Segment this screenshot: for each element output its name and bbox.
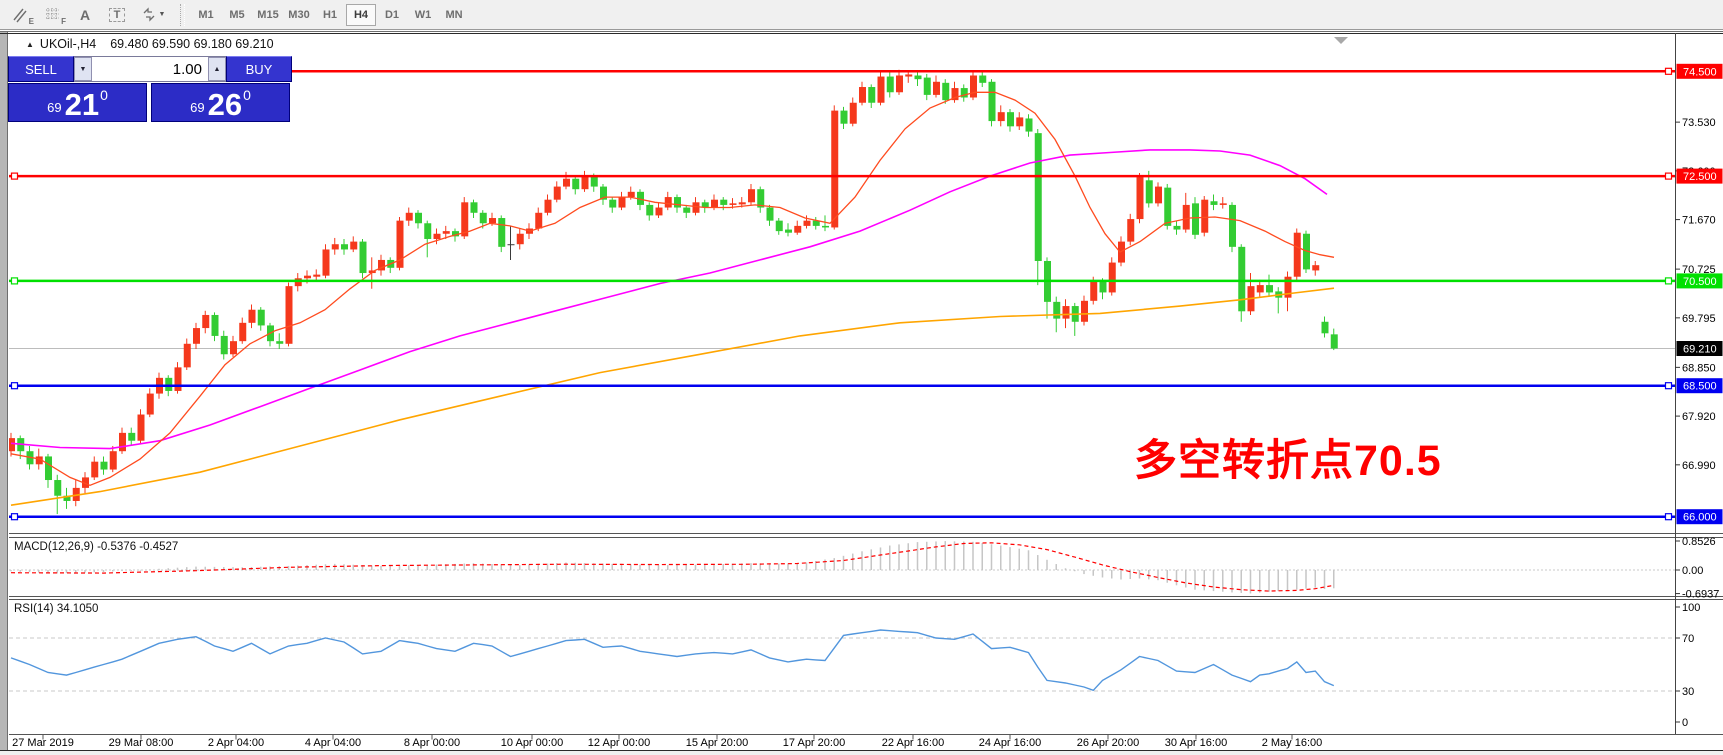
svg-text:2 May 16:00: 2 May 16:00 xyxy=(1262,737,1323,749)
svg-text:27 Mar 2019: 27 Mar 2019 xyxy=(12,737,74,749)
fibo-grid-icon[interactable]: F xyxy=(38,3,68,27)
buy-price-point: 0 xyxy=(243,87,251,103)
icon-sub-label: F xyxy=(61,16,66,26)
arrows-tool-icon[interactable]: ▼ xyxy=(134,3,172,27)
volume-control: ▼ 1.00 ▲ xyxy=(74,56,226,82)
candlestick-series xyxy=(9,69,1338,515)
macd-indicator-label: MACD(12,26,9) -0.5376 -0.4527 xyxy=(14,541,179,553)
timeframe-button-d1[interactable]: D1 xyxy=(384,8,400,21)
timeframe-button-w1[interactable]: W1 xyxy=(414,8,432,21)
price-chip-66000: 66.000 xyxy=(1676,509,1723,525)
icon-sub-label: E xyxy=(28,16,34,26)
svg-text:68.850: 68.850 xyxy=(1682,362,1716,374)
timeframe-button-m5[interactable]: M5 xyxy=(229,8,245,21)
toolbar-separator xyxy=(180,3,185,26)
text-label-tool-icon[interactable]: T xyxy=(102,3,132,27)
level-line-70500[interactable] xyxy=(9,277,1675,285)
chart-title: ▲ UKOil-,H4 69.480 69.590 69.180 69.210 xyxy=(26,37,274,51)
svg-text:100: 100 xyxy=(1682,602,1700,614)
svg-text:74.500: 74.500 xyxy=(1683,66,1717,78)
text-tool-icon[interactable]: A xyxy=(70,3,100,27)
svg-text:66.990: 66.990 xyxy=(1682,460,1716,472)
rsi-indicator-label: RSI(14) 34.1050 xyxy=(14,603,99,615)
macd-pane xyxy=(9,541,1675,594)
timeframe-button-m1[interactable]: M1 xyxy=(198,8,214,21)
buy-button[interactable]: BUY xyxy=(226,56,292,82)
macd-axis: 0.8526 0.00 -0.6937 xyxy=(1675,536,1719,601)
svg-text:10 Apr 00:00: 10 Apr 00:00 xyxy=(501,737,563,749)
sell-price-pips: 21 xyxy=(64,86,100,122)
buy-price-pips: 26 xyxy=(207,86,243,122)
svg-text:72.500: 72.500 xyxy=(1683,171,1717,183)
volume-decrease-button[interactable]: ▼ xyxy=(74,57,92,81)
svg-text:30 Apr 16:00: 30 Apr 16:00 xyxy=(1165,737,1227,749)
svg-text:2 Apr 04:00: 2 Apr 04:00 xyxy=(208,737,264,749)
price-chip-70500: 70.500 xyxy=(1676,273,1723,289)
volume-input[interactable]: 1.00 xyxy=(172,60,202,78)
timeframe-button-m15[interactable]: M15 xyxy=(257,8,279,21)
symbol-period-label: UKOil-,H4 xyxy=(39,37,97,51)
svg-text:68.500: 68.500 xyxy=(1683,381,1717,393)
level-line-66000[interactable] xyxy=(9,513,1675,521)
chevron-down-icon: ▼ xyxy=(158,11,166,18)
svg-text:69.210: 69.210 xyxy=(1683,344,1717,356)
sell-price-point: 0 xyxy=(100,87,108,103)
chart-text-annotation[interactable]: 多空转折点70.5 xyxy=(1134,437,1442,485)
svg-text:70.500: 70.500 xyxy=(1683,276,1717,288)
current-price-chip: 69.210 xyxy=(1676,341,1723,356)
timeframe-button-mn[interactable]: MN xyxy=(445,8,463,21)
svg-text:71.670: 71.670 xyxy=(1682,215,1716,227)
text-tool-glyph: A xyxy=(79,6,91,23)
svg-text:30: 30 xyxy=(1682,686,1694,698)
svg-text:12 Apr 00:00: 12 Apr 00:00 xyxy=(588,737,650,749)
chart-shift-marker-icon xyxy=(1334,37,1348,44)
rsi-pane xyxy=(9,629,1675,692)
svg-text:29 Mar 08:00: 29 Mar 08:00 xyxy=(109,737,174,749)
svg-text:8 Apr 00:00: 8 Apr 00:00 xyxy=(404,737,460,749)
panel-collapse-arrow-icon[interactable]: ▲ xyxy=(26,39,34,49)
svg-text:-0.6937: -0.6937 xyxy=(1682,589,1719,601)
buy-price-tile[interactable]: 69 26 0 xyxy=(151,83,290,122)
level-line-68500[interactable] xyxy=(9,382,1675,390)
price-chip-74500: 74.500 xyxy=(1676,63,1723,79)
buy-price-integer: 69 xyxy=(190,100,205,115)
svg-text:26 Apr 20:00: 26 Apr 20:00 xyxy=(1077,737,1139,749)
toolbar: E F A T ▼ M1 M5 M15 M30 H1 H4 D1 W1 MN xyxy=(0,0,1723,30)
moving-averages xyxy=(10,91,1335,506)
text-label-glyph: T xyxy=(108,7,126,22)
rsi-axis: 100 70 30 0 xyxy=(1675,602,1700,729)
timeframe-button-h4[interactable]: H4 xyxy=(346,3,376,26)
svg-text:0.8526: 0.8526 xyxy=(1682,536,1716,548)
svg-text:17 Apr 20:00: 17 Apr 20:00 xyxy=(783,737,845,749)
svg-text:67.920: 67.920 xyxy=(1682,411,1716,423)
svg-text:70: 70 xyxy=(1682,633,1694,645)
volume-increase-button[interactable]: ▲ xyxy=(208,57,226,81)
ohlc-readout: 69.480 69.590 69.180 69.210 xyxy=(110,37,274,51)
sell-price-integer: 69 xyxy=(47,100,62,115)
equidistant-channel-icon[interactable]: E xyxy=(6,3,36,27)
svg-text:69.795: 69.795 xyxy=(1682,313,1716,325)
timeframe-buttons: M1 M5 M15 M30 H1 H4 D1 W1 MN xyxy=(191,3,470,26)
sell-button[interactable]: SELL xyxy=(8,56,74,82)
svg-text:66.000: 66.000 xyxy=(1683,512,1717,524)
svg-text:70.725: 70.725 xyxy=(1682,264,1716,276)
svg-text:24 Apr 16:00: 24 Apr 16:00 xyxy=(979,737,1041,749)
one-click-trading-panel: SELL ▼ 1.00 ▲ BUY 69 21 0 69 26 0 xyxy=(8,56,292,122)
level-line-72500[interactable] xyxy=(9,172,1675,180)
price-chip-72500: 72.500 xyxy=(1676,168,1723,184)
svg-text:15 Apr 20:00: 15 Apr 20:00 xyxy=(686,737,748,749)
svg-text:22 Apr 16:00: 22 Apr 16:00 xyxy=(882,737,944,749)
svg-text:4 Apr 04:00: 4 Apr 04:00 xyxy=(305,737,361,749)
timeframe-button-h1[interactable]: H1 xyxy=(322,8,338,21)
timeframe-button-m30[interactable]: M30 xyxy=(288,8,310,21)
svg-text:0.00: 0.00 xyxy=(1682,565,1703,577)
svg-text:73.530: 73.530 xyxy=(1682,117,1716,129)
price-chip-68500: 68.500 xyxy=(1676,378,1723,394)
svg-text:0: 0 xyxy=(1682,717,1688,729)
sell-price-tile[interactable]: 69 21 0 xyxy=(8,83,147,122)
time-axis[interactable]: 27 Mar 2019 29 Mar 08:00 2 Apr 04:00 4 Apr … xyxy=(12,734,1323,750)
